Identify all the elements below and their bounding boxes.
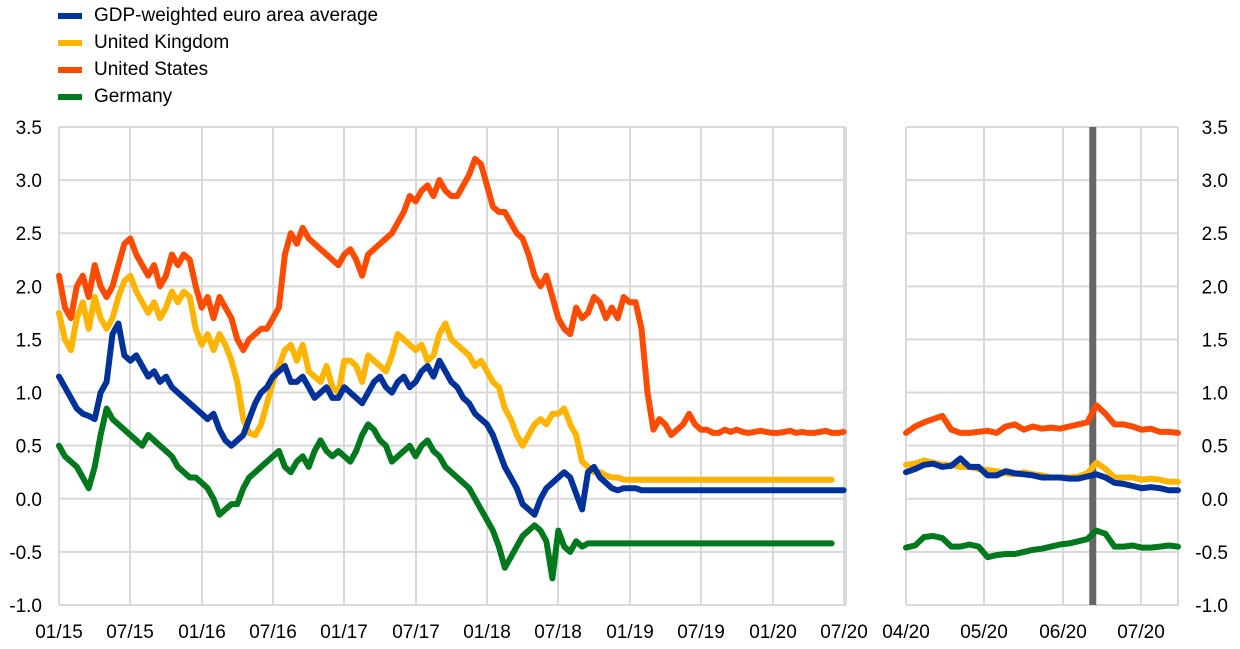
x-tick-label: 07/20 bbox=[820, 622, 868, 643]
series-line-united-states bbox=[56, 155, 847, 438]
y-tick-label: 3.5 bbox=[1202, 118, 1228, 139]
legend-label: United Kingdom bbox=[94, 31, 230, 53]
y-tick-label: 2.0 bbox=[1202, 277, 1228, 298]
legend-label: United States bbox=[94, 58, 209, 80]
y-tick-label: 1.5 bbox=[1202, 330, 1228, 351]
y-tick-label: 1.5 bbox=[16, 330, 42, 351]
y-tick-label: 1.0 bbox=[16, 384, 42, 405]
y-tick-label: 2.5 bbox=[1202, 224, 1228, 245]
x-tick-label: 01/18 bbox=[463, 622, 511, 643]
y-tick-label: -0.5 bbox=[1195, 543, 1228, 564]
series-line-gdp-weighted-euro-area-average bbox=[56, 320, 847, 518]
series-line-gdp-weighted-euro-area-average bbox=[903, 455, 1181, 494]
x-tick-label: 07/18 bbox=[534, 622, 582, 643]
series-line-united-kingdom bbox=[56, 272, 835, 483]
legend-label: Germany bbox=[94, 85, 173, 107]
x-tick-label: 01/20 bbox=[749, 622, 797, 643]
y-tick-label: 0.0 bbox=[16, 490, 42, 511]
legend-item-united-kingdom: United Kingdom bbox=[58, 29, 378, 56]
legend-swatch bbox=[58, 66, 82, 73]
x-tick-label: 01/17 bbox=[320, 622, 368, 643]
y-tick-label: 0.5 bbox=[16, 437, 42, 458]
legend-label: GDP-weighted euro area average bbox=[94, 4, 379, 26]
x-tick-label: 07/17 bbox=[392, 622, 440, 643]
x-tick-label: 06/20 bbox=[1039, 622, 1087, 643]
y-tick-label: 3.5 bbox=[16, 118, 42, 139]
y-tick-label: 0.5 bbox=[1202, 437, 1228, 458]
y-tick-label: 3.0 bbox=[16, 171, 42, 192]
legend-item-united-states: United States bbox=[58, 56, 378, 83]
y-tick-label: 2.5 bbox=[16, 224, 42, 245]
y-tick-label: -0.5 bbox=[9, 543, 42, 564]
x-tick-label: 05/20 bbox=[960, 622, 1008, 643]
legend-swatch bbox=[58, 12, 82, 19]
legend-swatch bbox=[58, 93, 82, 100]
x-tick-label: 01/16 bbox=[178, 622, 226, 643]
legend-item-euro-area: GDP-weighted euro area average bbox=[58, 2, 378, 29]
legend-swatch bbox=[58, 39, 82, 46]
legend: GDP-weighted euro area average United Ki… bbox=[58, 2, 378, 110]
x-tick-label: 04/20 bbox=[882, 622, 930, 643]
x-tick-label: 07/16 bbox=[249, 622, 297, 643]
legend-item-germany: Germany bbox=[58, 83, 378, 110]
y-tick-label: 3.0 bbox=[1202, 171, 1228, 192]
y-tick-label: 0.0 bbox=[1202, 490, 1228, 511]
y-tick-label: -1.0 bbox=[9, 596, 42, 617]
x-tick-label: 07/20 bbox=[1117, 622, 1165, 643]
y-tick-label: 2.0 bbox=[16, 277, 42, 298]
y-tick-label: 1.0 bbox=[1202, 384, 1228, 405]
series-line-united-states bbox=[903, 402, 1181, 436]
series-line-germany bbox=[56, 405, 835, 582]
y-tick-label: -1.0 bbox=[1195, 596, 1228, 617]
x-tick-label: 07/15 bbox=[106, 622, 154, 643]
series-line-germany bbox=[903, 527, 1181, 561]
x-tick-label: 01/19 bbox=[606, 622, 654, 643]
x-tick-label: 07/19 bbox=[677, 622, 725, 643]
x-tick-label: 01/15 bbox=[35, 622, 83, 643]
